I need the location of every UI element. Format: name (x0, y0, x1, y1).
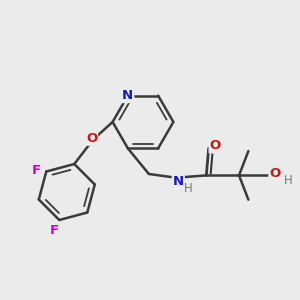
Text: N: N (173, 175, 184, 188)
Text: O: O (210, 140, 221, 152)
Text: H: H (184, 182, 193, 195)
Text: O: O (269, 167, 281, 181)
Text: O: O (86, 132, 97, 145)
Text: N: N (122, 89, 134, 102)
Text: F: F (32, 164, 40, 177)
Text: F: F (50, 224, 59, 237)
Text: H: H (284, 174, 292, 187)
